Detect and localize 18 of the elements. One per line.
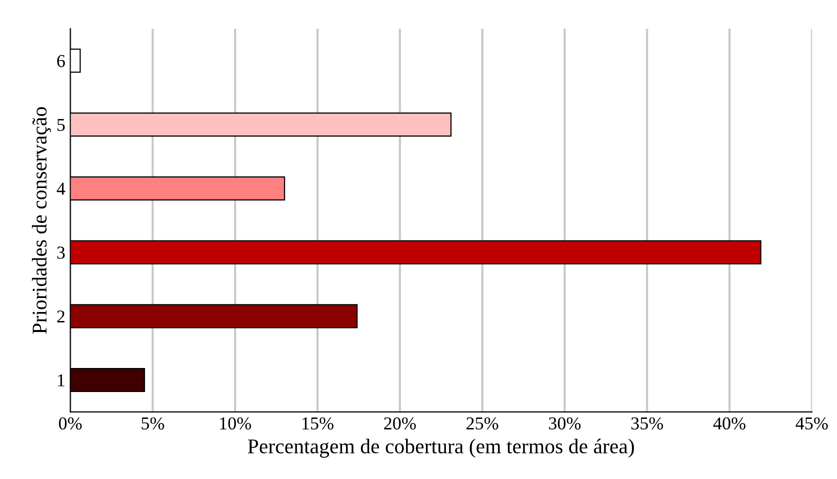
x-axis-title: Percentagem de cobertura (em termos de área) xyxy=(248,438,634,458)
x-tick-label: 25% xyxy=(466,417,498,430)
x-tick-label: 20% xyxy=(384,417,416,430)
x-tick-label: 5% xyxy=(142,417,164,430)
x-tick-label: 10% xyxy=(220,417,252,430)
y-tick-label: 4 xyxy=(56,182,66,195)
y-tick-label: 3 xyxy=(57,246,65,259)
x-tick-label: 30% xyxy=(549,417,581,430)
y-axis-title: Prioridades de conservação xyxy=(32,107,51,334)
y-tick-label: 6 xyxy=(57,54,65,68)
x-tick-label: 15% xyxy=(302,417,334,430)
y-tick-label: 1 xyxy=(58,374,64,386)
x-tick-label: 45% xyxy=(796,417,828,430)
x-tick-label: 35% xyxy=(631,417,664,430)
y-tick-label: 5 xyxy=(57,118,65,131)
x-tick-label: 40% xyxy=(713,417,746,430)
y-tick-label: 2 xyxy=(57,310,64,322)
x-tick-label: 0% xyxy=(58,417,82,430)
